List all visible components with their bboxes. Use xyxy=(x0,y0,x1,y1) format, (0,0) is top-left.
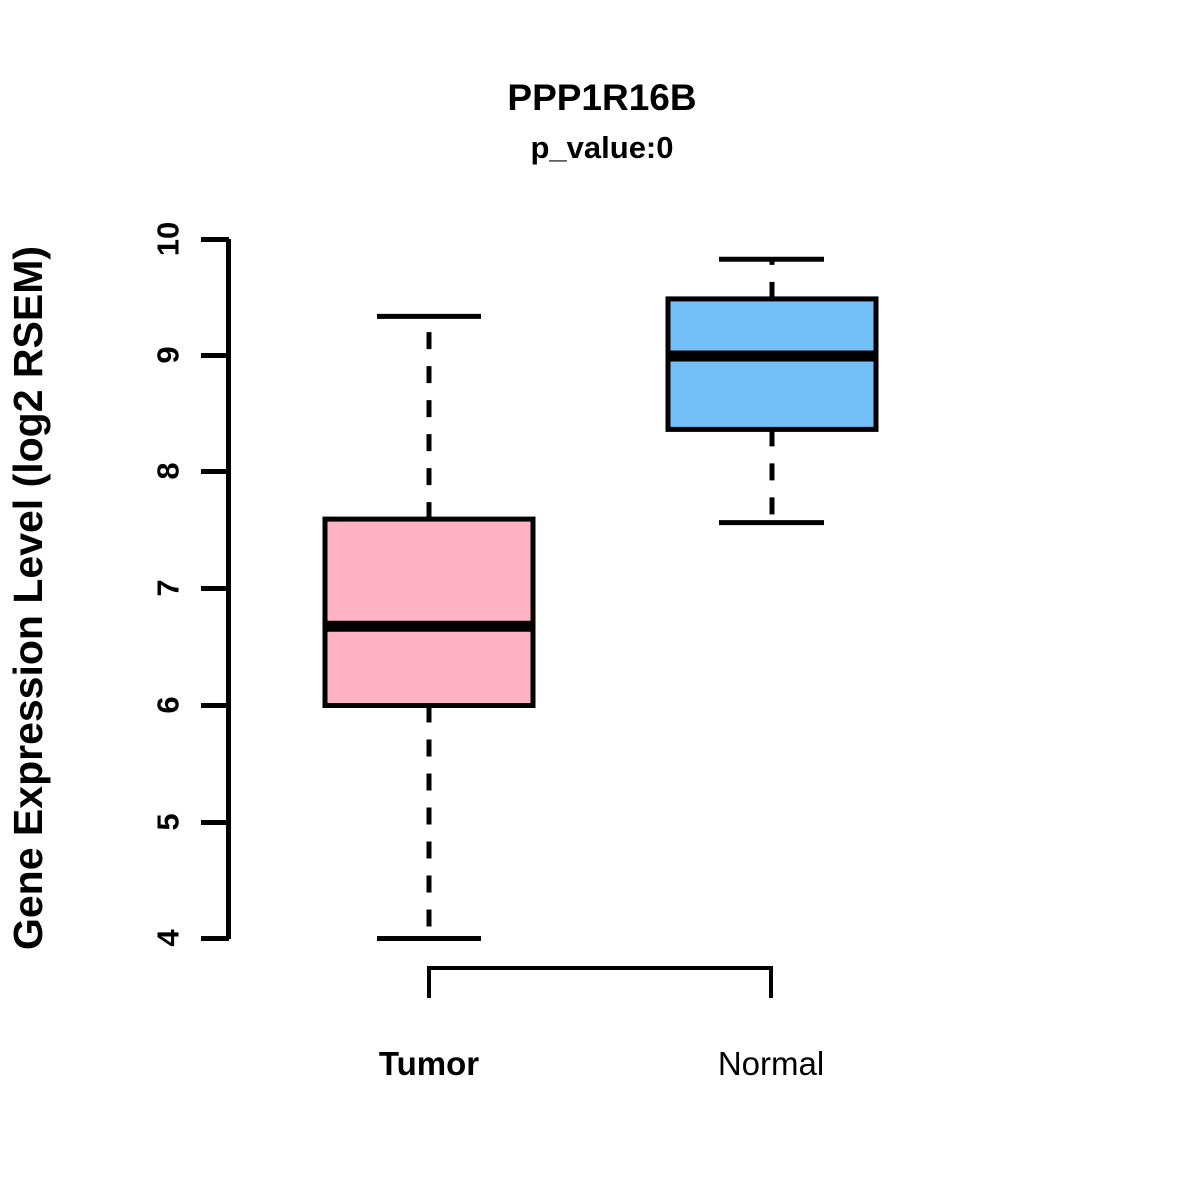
comparison-bracket xyxy=(427,966,773,998)
box-group-normal[interactable] xyxy=(665,256,879,526)
normal-box[interactable] xyxy=(665,296,879,432)
chart-title: PPP1R16B xyxy=(507,77,696,118)
y-tick-label-10: 10 xyxy=(151,222,186,256)
y-axis-title: Gene Expression Level (log2 RSEM) xyxy=(5,246,51,950)
y-tick-label-9: 9 xyxy=(151,346,186,363)
y-tick-label-7: 7 xyxy=(151,579,186,596)
y-tick-label-5: 5 xyxy=(151,813,186,830)
y-axis: 10 9 8 7 6 5 4 xyxy=(151,222,231,947)
y-tick-label-4: 4 xyxy=(151,929,186,947)
x-axis-label-normal: Normal xyxy=(718,1045,824,1082)
chart-subtitle: p_value:0 xyxy=(530,130,673,165)
tumor-box[interactable] xyxy=(322,516,536,708)
x-axis-label-tumor: Tumor xyxy=(379,1045,479,1082)
y-tick-label-6: 6 xyxy=(151,696,186,713)
y-tick-label-8: 8 xyxy=(151,462,186,479)
box-group-tumor[interactable] xyxy=(322,313,536,941)
